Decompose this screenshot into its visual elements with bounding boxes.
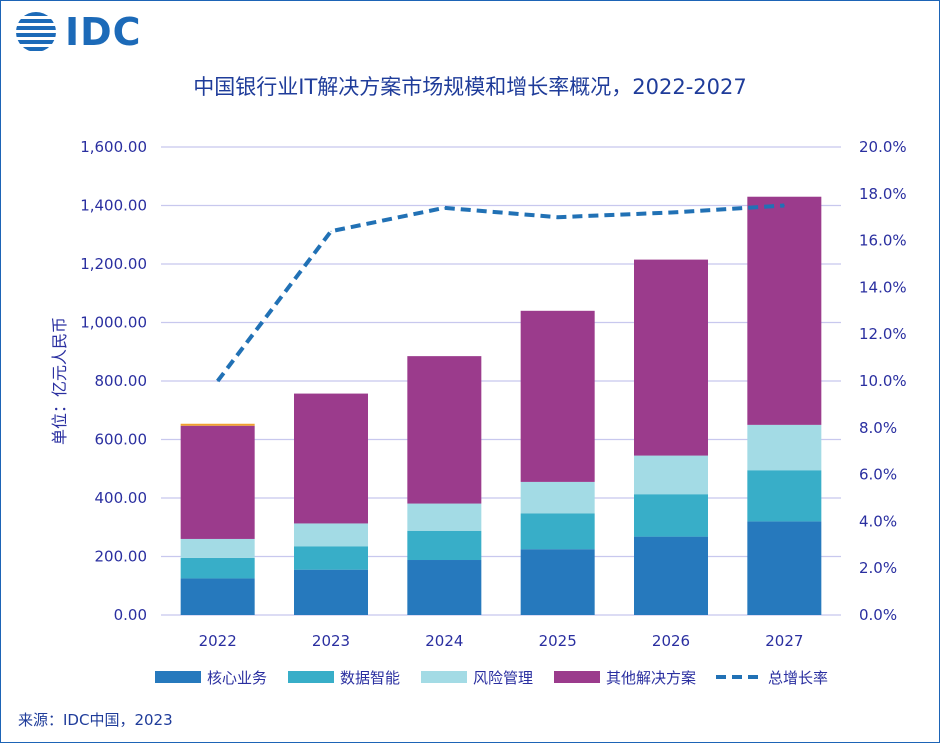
y2-tick-label: 4.0% <box>859 512 897 530</box>
growth-point <box>557 216 559 218</box>
bar-risk <box>180 538 255 558</box>
bar-data <box>520 513 595 550</box>
growth-point <box>443 207 445 209</box>
bar-risk <box>520 481 595 514</box>
y-axis-label: 单位：亿元人民币 <box>50 317 69 445</box>
y-tick-label: 1,600.00 <box>80 138 147 156</box>
x-tick-label: 2027 <box>765 632 803 650</box>
legend-swatch-risk <box>421 671 467 683</box>
y2-tick-label: 20.0% <box>859 138 907 156</box>
bar-risk <box>747 424 822 471</box>
legend-label: 核心业务 <box>207 669 267 687</box>
x-tick-label: 2022 <box>199 632 237 650</box>
legend-swatch-other <box>554 671 600 683</box>
bar-other <box>747 196 822 425</box>
legend-label: 其他解决方案 <box>606 669 696 687</box>
y2-tick-label: 16.0% <box>859 232 907 250</box>
bar-data <box>294 546 368 570</box>
y-tick-label: 800.00 <box>95 372 148 390</box>
y2-tick-label: 10.0% <box>859 372 907 390</box>
y2-tick-label: 0.0% <box>859 606 897 624</box>
bar-risk <box>634 455 708 495</box>
bar-risk <box>294 523 368 547</box>
legend-label: 风险管理 <box>473 669 533 687</box>
y2-tick-label: 8.0% <box>859 419 897 437</box>
bar-core <box>747 521 822 615</box>
growth-point <box>670 212 672 214</box>
x-tick-label: 2025 <box>539 632 577 650</box>
y-tick-label: 600.00 <box>95 431 148 449</box>
y-tick-label: 200.00 <box>95 548 148 566</box>
y-tick-label: 1,200.00 <box>80 255 147 273</box>
y2-tick-label: 2.0% <box>859 559 897 577</box>
bar-other <box>407 356 482 504</box>
y2-tick-label: 12.0% <box>859 325 907 343</box>
y-tick-label: 0.00 <box>114 606 147 624</box>
bar-other <box>520 310 595 482</box>
x-tick-label: 2026 <box>652 632 690 650</box>
bar-data <box>180 557 255 579</box>
bar-core <box>634 536 708 615</box>
logo-text: IDC <box>65 10 142 54</box>
x-tick-label: 2023 <box>312 632 350 650</box>
y2-tick-label: 6.0% <box>859 466 897 484</box>
bar-risk <box>407 503 482 531</box>
legend-label: 数据智能 <box>340 669 400 687</box>
y-tick-label: 1,000.00 <box>80 314 147 332</box>
growth-point <box>217 380 219 382</box>
y2-tick-label: 18.0% <box>859 185 907 203</box>
legend-swatch-data <box>288 671 334 683</box>
bar-core <box>294 569 368 615</box>
legend-swatch-core <box>155 671 201 683</box>
growth-point <box>330 230 332 232</box>
y-tick-label: 1,400.00 <box>80 197 147 215</box>
bar-core <box>180 578 255 615</box>
globe-icon <box>16 12 56 51</box>
legend-label: 总增长率 <box>768 669 828 687</box>
idc-logo: IDC <box>15 11 142 53</box>
growth-line <box>216 203 785 383</box>
x-tick-label: 2024 <box>425 632 463 650</box>
y2-tick-label: 14.0% <box>859 278 907 296</box>
bar-other <box>180 425 255 539</box>
bar-data <box>634 494 708 537</box>
bar-data <box>747 470 822 522</box>
bar-core <box>407 560 482 615</box>
bar-other <box>294 393 368 524</box>
y-tick-label: 400.00 <box>95 489 148 507</box>
source-note: 来源：IDC中国，2023 <box>18 711 173 729</box>
growth-point <box>783 205 785 206</box>
bar-other <box>634 259 708 456</box>
bar-core <box>520 549 595 615</box>
chart-title: 中国银行业IT解决方案市场规模和增长率概况，2022-2027 <box>193 75 747 99</box>
bar-top-accent <box>180 423 255 426</box>
bar-data <box>407 530 482 561</box>
